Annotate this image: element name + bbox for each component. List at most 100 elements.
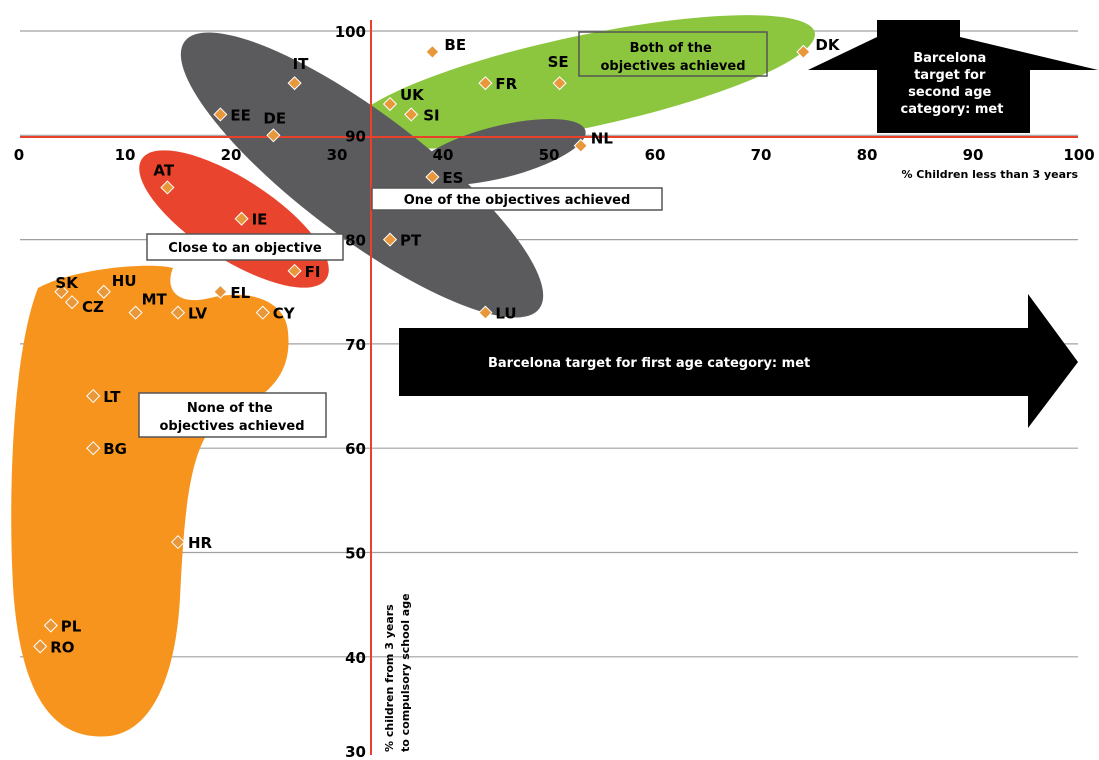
axes xyxy=(20,20,1078,755)
data-point-marker xyxy=(64,295,80,310)
y-tick-label: 60 xyxy=(345,440,366,458)
x-tick-label: 60 xyxy=(645,146,666,164)
data-point-label: DK xyxy=(815,36,840,54)
x-tick-label: 90 xyxy=(963,146,984,164)
data-point-label: CZ xyxy=(82,298,104,316)
y-axis-title: % children from 3 years to compulsory sc… xyxy=(383,593,412,752)
green-label-box xyxy=(578,31,768,77)
data-point-label: SI xyxy=(423,106,439,124)
group-shapes xyxy=(11,15,815,737)
data-point-marker xyxy=(382,232,398,247)
x-tick-label: 30 xyxy=(327,146,348,164)
second-age-target-label: Barcelona target for second age category… xyxy=(901,51,1004,117)
red-label-box xyxy=(146,233,344,261)
data-point-marker xyxy=(287,263,302,278)
data-point-marker xyxy=(478,76,493,91)
x-tick-label: 80 xyxy=(857,146,878,164)
data-point-marker xyxy=(796,44,811,59)
target-arrows: Barcelona target for second age category… xyxy=(399,20,1098,428)
data-point-marker xyxy=(160,180,175,195)
data-point-label: UK xyxy=(400,86,425,104)
data-point-label: HU xyxy=(112,272,137,290)
y-tick-label: 90 xyxy=(345,127,366,145)
orange-group-label: None of the objectives achieved xyxy=(159,401,304,434)
x-tick-label: 40 xyxy=(433,146,454,164)
gray-group-extension xyxy=(414,118,586,186)
data-point-marker xyxy=(234,211,249,226)
y-tick-label: 80 xyxy=(345,232,366,250)
x-tick-label: 0 xyxy=(14,146,24,164)
data-point-marker xyxy=(266,128,281,143)
data-point-label: SE xyxy=(548,53,569,71)
data-point-label: IT xyxy=(293,55,310,73)
data-point-marker xyxy=(213,107,228,122)
data-point-marker xyxy=(478,305,493,320)
data-point-label: HR xyxy=(188,534,213,552)
data-point-label: IE xyxy=(252,211,268,229)
y-tick-label: 30 xyxy=(345,743,366,760)
x-tick-label: 100 xyxy=(1063,146,1094,164)
y-tick-label: 50 xyxy=(345,545,366,563)
data-point-label: MT xyxy=(142,291,168,309)
y-tick-label: 40 xyxy=(345,649,366,667)
data-point-label: NL xyxy=(591,130,614,148)
y-tick-label: 100 xyxy=(335,23,366,41)
orange-label-box xyxy=(138,392,327,438)
data-point-marker xyxy=(54,284,69,299)
data-point-marker xyxy=(382,96,398,112)
data-point-marker xyxy=(573,138,588,153)
first-age-target-arrow xyxy=(399,294,1078,428)
data-point-label: EL xyxy=(230,284,250,302)
data-point-label: PL xyxy=(61,618,82,636)
data-point-marker xyxy=(425,169,440,185)
data-point-label: PT xyxy=(400,232,422,250)
data-point-label: LU xyxy=(495,305,516,323)
data-point-label: SK xyxy=(55,274,79,292)
second-age-target-arrow xyxy=(808,20,1098,133)
data-point-marker xyxy=(86,388,101,404)
gray-label-box xyxy=(371,187,663,211)
data-point-marker xyxy=(33,639,48,654)
data-point-label: BE xyxy=(444,36,466,54)
data-point-marker xyxy=(170,534,186,550)
x-tick-label: 20 xyxy=(221,146,242,164)
data-point-marker xyxy=(287,76,302,91)
x-tick-label: 10 xyxy=(115,146,136,164)
gray-group-shape xyxy=(180,32,544,318)
data-point-marker xyxy=(552,76,567,91)
data-point-label: ES xyxy=(442,169,463,187)
green-group-label: Both of the objectives achieved xyxy=(600,41,745,74)
orange-group-shape xyxy=(11,265,289,737)
data-point-marker xyxy=(170,305,186,320)
data-point-marker xyxy=(213,284,228,299)
x-tick-labels: 0 10 20 30 40 50 60 70 80 90 100 xyxy=(14,146,1095,164)
data-point-label: EE xyxy=(230,106,251,124)
y-tick-labels: 30 40 50 60 70 80 90 100 xyxy=(335,23,366,760)
gray-group-label: One of the objectives achieved xyxy=(404,193,631,208)
data-point-marker xyxy=(128,305,143,320)
data-point-label: LV xyxy=(188,305,207,323)
data-point-marker xyxy=(255,305,270,320)
data-point-label: AT xyxy=(153,161,174,179)
data-point-marker xyxy=(86,441,101,456)
group-labels: Both of the objectives achieved One of t… xyxy=(138,31,768,438)
data-point-label: CY xyxy=(273,305,296,323)
data-point-label: DE xyxy=(263,109,286,127)
first-age-target-label: Barcelona target for first age category:… xyxy=(488,356,810,371)
data-point-label: LT xyxy=(103,388,121,406)
data-point-label: FR xyxy=(495,75,517,93)
x-tick-label: 70 xyxy=(751,146,772,164)
x-axis-title: % Children less than 3 years xyxy=(901,168,1078,181)
x-tick-label: 50 xyxy=(539,146,560,164)
data-point-marker xyxy=(96,284,111,299)
y-tick-label: 70 xyxy=(345,336,366,354)
data-point-marker xyxy=(404,107,419,122)
red-group-label: Close to an objective xyxy=(168,241,322,256)
data-point-label: RO xyxy=(50,638,74,656)
data-point-marker xyxy=(425,44,440,59)
data-point-label: BG xyxy=(103,440,127,458)
data-point-marker xyxy=(43,618,58,633)
green-group-shape xyxy=(349,15,815,149)
